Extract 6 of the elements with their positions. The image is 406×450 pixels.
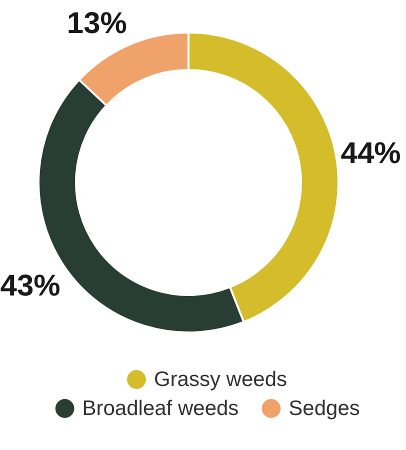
data-label: 43% — [0, 270, 60, 303]
legend-label: Broadleaf weeds — [82, 397, 239, 420]
legend-label: Sedges — [288, 397, 360, 420]
legend-label: Grassy weeds — [154, 368, 287, 391]
data-label: 13% — [66, 7, 127, 40]
data-label: 44% — [340, 136, 401, 170]
